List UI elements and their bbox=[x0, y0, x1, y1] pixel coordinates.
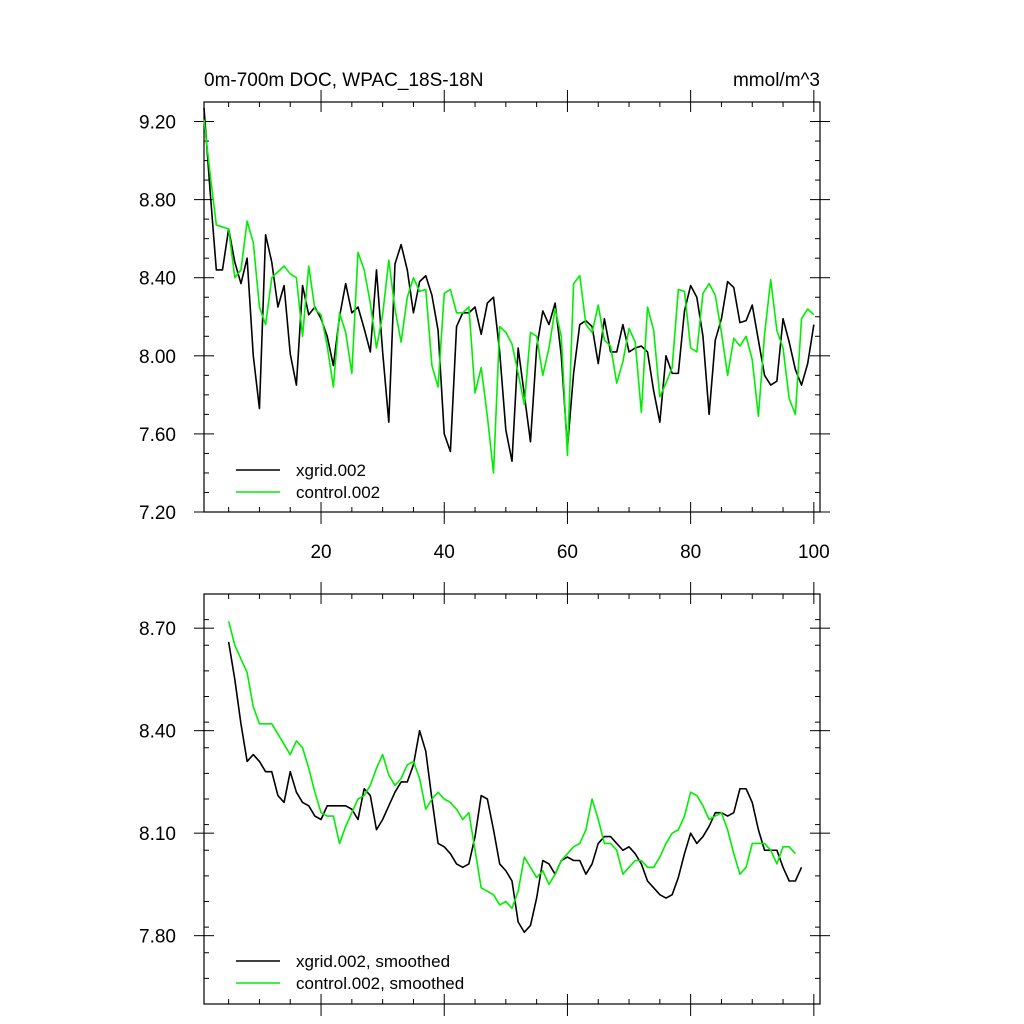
legend-label-control: control.002 bbox=[296, 483, 380, 502]
y-tick-label: 8.80 bbox=[139, 191, 176, 212]
x-tick-label: 20 bbox=[310, 542, 331, 563]
y-tick-label: 8.40 bbox=[139, 722, 176, 743]
bottom-legend: xgrid.002, smoothed control.002, smoothe… bbox=[236, 952, 464, 993]
top-ticks: 20 40 60 80 100 7.20 7.60 8.00 8.40 8.80 9.20 bbox=[139, 90, 830, 563]
bottom-ticks: 7.80 8.10 8.40 8.70 bbox=[139, 582, 830, 1016]
bottom-plot-frame bbox=[203, 593, 821, 1005]
bottom-series bbox=[227, 621, 803, 934]
top-panel-title: 0m-700m DOC, WPAC_18S-18N bbox=[204, 70, 483, 91]
bottom-panel: 7.80 8.10 8.40 8.70 xgrid.002, smoothed con… bbox=[139, 582, 830, 1016]
legend-label-control-smoothed: control.002, smoothed bbox=[296, 974, 464, 993]
y-tick-label: 9.20 bbox=[139, 113, 176, 134]
x-tick-label: 100 bbox=[798, 542, 830, 563]
y-tick-label: 7.80 bbox=[139, 927, 176, 948]
top-panel: 0m-700m DOC, WPAC_18S-18N mmol/m^3 20 40 6… bbox=[139, 70, 830, 563]
top-panel-units: mmol/m^3 bbox=[733, 70, 820, 91]
series-line-control bbox=[227, 621, 796, 910]
series-line-xgrid bbox=[227, 641, 803, 934]
top-series bbox=[203, 107, 815, 474]
x-tick-label: 80 bbox=[680, 542, 701, 563]
y-tick-label: 8.70 bbox=[139, 619, 176, 640]
x-tick-label: 60 bbox=[557, 542, 578, 563]
series-line-xgrid bbox=[203, 107, 815, 463]
series-line-control bbox=[203, 119, 815, 474]
y-tick-label: 8.40 bbox=[139, 269, 176, 290]
y-tick-label: 8.10 bbox=[139, 824, 176, 845]
legend-label-xgrid: xgrid.002 bbox=[296, 461, 366, 480]
y-tick-label: 8.00 bbox=[139, 347, 176, 368]
y-tick-label: 7.60 bbox=[139, 425, 176, 446]
top-legend: xgrid.002 control.002 bbox=[236, 461, 380, 502]
legend-label-xgrid-smoothed: xgrid.002, smoothed bbox=[296, 952, 450, 971]
top-plot-frame bbox=[203, 101, 821, 513]
x-tick-label: 40 bbox=[434, 542, 455, 563]
y-tick-label: 7.20 bbox=[139, 503, 176, 524]
